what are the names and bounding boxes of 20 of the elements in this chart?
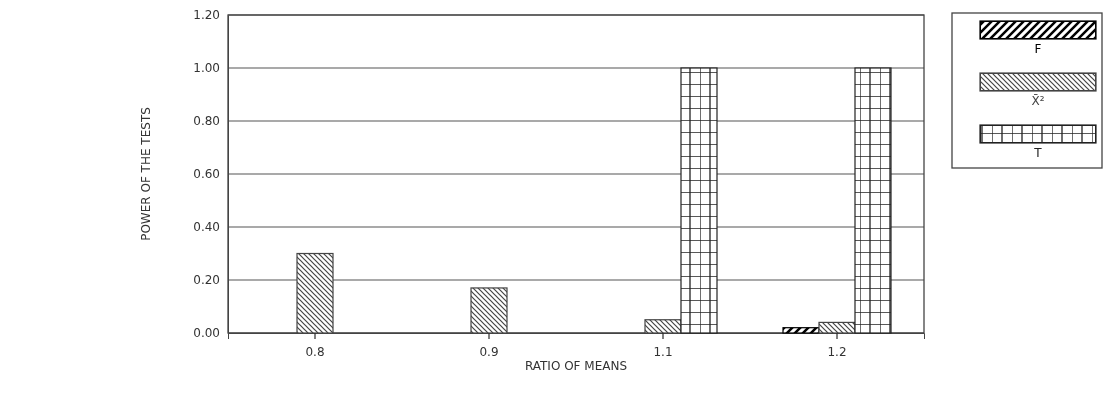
y-tick-label: 1.20 (193, 8, 220, 23)
y-tick-label: 0.20 (193, 273, 220, 288)
bar (680, 67, 718, 334)
x-tick-label: 1.2 (827, 345, 847, 360)
y-tick-label: 0.40 (193, 220, 220, 235)
text: T (1033, 146, 1043, 160)
bar (854, 67, 892, 334)
x-axis-title: RATIO OF MEANS (524, 359, 628, 373)
bar (782, 327, 820, 334)
x-tick-label: 0.8 (305, 345, 325, 360)
bar (818, 321, 856, 334)
x-tick-label: 1.1 (653, 345, 673, 360)
y-tick-label: 0.00 (193, 326, 220, 341)
y-axis-title: POWER OF THE TESTS (139, 107, 153, 241)
y-tick-label: 0.60 (193, 167, 220, 182)
text: X̄² (1031, 93, 1045, 108)
y-tick-label: 1.00 (193, 61, 220, 76)
x-tick-label: 0.9 (479, 345, 499, 360)
text: F (1034, 42, 1042, 56)
y-tick-label: 0.80 (193, 114, 220, 129)
